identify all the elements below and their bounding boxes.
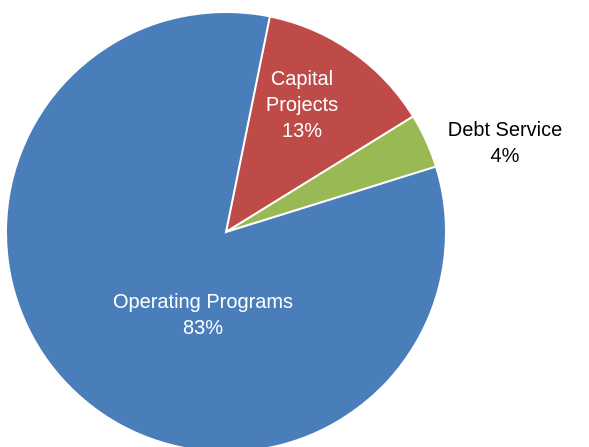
value-label: 13% xyxy=(281,120,323,142)
slice-label: Operating Programs 83% xyxy=(73,289,333,341)
slice-label: Capital Projects 13% xyxy=(247,66,357,144)
value-label: 4% xyxy=(490,145,520,167)
pie-slice xyxy=(224,15,415,235)
slice-label: Debt Service 4% xyxy=(420,117,589,169)
pie-slice xyxy=(5,11,447,447)
category-label: Operating Programs xyxy=(112,291,294,313)
value-label: 83% xyxy=(182,317,224,339)
category-label: Capital Projects xyxy=(265,68,339,116)
category-label: Debt Service xyxy=(447,119,563,141)
